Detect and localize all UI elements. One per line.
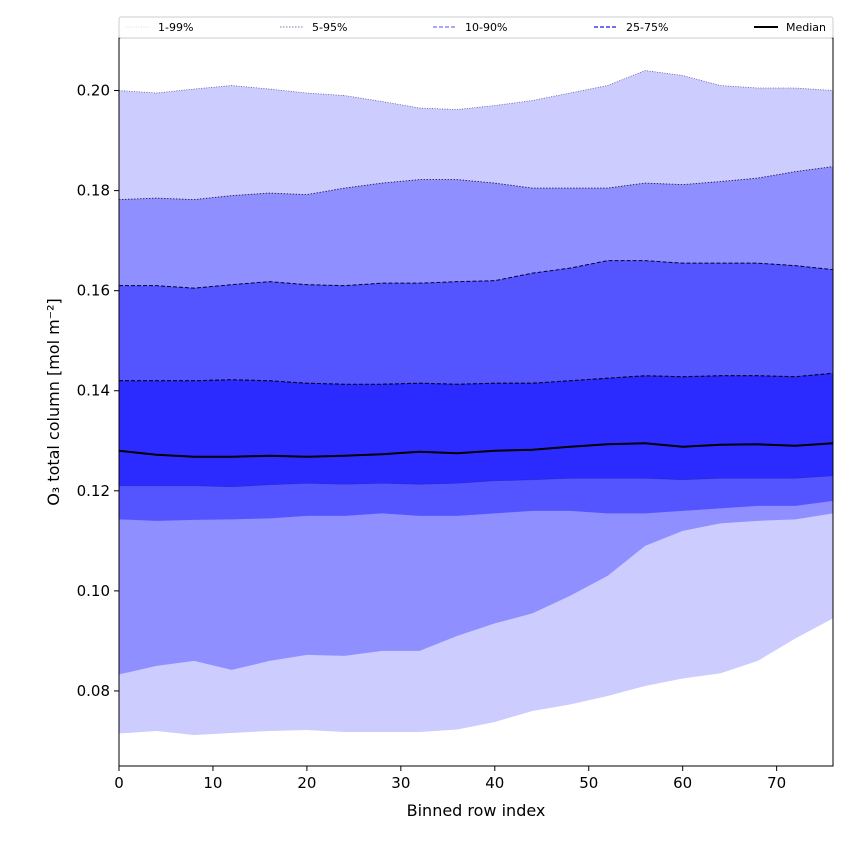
legend-box: [118, 16, 834, 39]
legend-label: 1-99%: [158, 21, 193, 34]
median-layer: [118, 442, 834, 458]
legend-label: Median: [786, 21, 826, 34]
x-axis: 0 10 20 30 40 50 60 70: [114, 766, 786, 792]
bands-layer: [119, 70, 833, 735]
x-tick-label: 50: [579, 774, 598, 792]
x-tick-label: 0: [114, 774, 124, 792]
line-75: [119, 372, 834, 385]
x-tick-label: 30: [391, 774, 410, 792]
band-edge-lines: [118, 70, 834, 488]
x-tick-label: 60: [673, 774, 692, 792]
line-90: [119, 260, 834, 289]
line-95: [118, 166, 834, 201]
y-tick-label: 0.14: [77, 382, 110, 400]
x-tick-label: 40: [485, 774, 504, 792]
legend-label: 10-90%: [465, 21, 507, 34]
legend-label: 25-75%: [626, 21, 668, 34]
x-axis-label: Binned row index: [407, 801, 546, 820]
y-tick-label: 0.16: [77, 282, 110, 300]
legend-label: 5-95%: [312, 21, 347, 34]
x-tick-label: 10: [203, 774, 222, 792]
median-line: [118, 442, 834, 458]
band-25-75: [119, 373, 833, 487]
y-tick-label: 0.12: [77, 482, 110, 500]
legend: 1-99% 5-95% 10-90% 25-75% Median: [118, 16, 834, 39]
y-tick-label: 0.20: [77, 82, 110, 100]
y-tick-label: 0.08: [77, 682, 110, 700]
y-axis: 0.08 0.10 0.12 0.14 0.16 0.18 0.20: [77, 82, 119, 700]
line-99: [118, 70, 834, 110]
y-tick-label: 0.18: [77, 182, 110, 200]
line-25: [119, 475, 834, 488]
y-axis-label: O₃ total column [mol m⁻²]: [44, 298, 63, 506]
x-tick-label: 20: [297, 774, 316, 792]
y-tick-label: 0.10: [77, 582, 110, 600]
x-tick-label: 70: [767, 774, 786, 792]
